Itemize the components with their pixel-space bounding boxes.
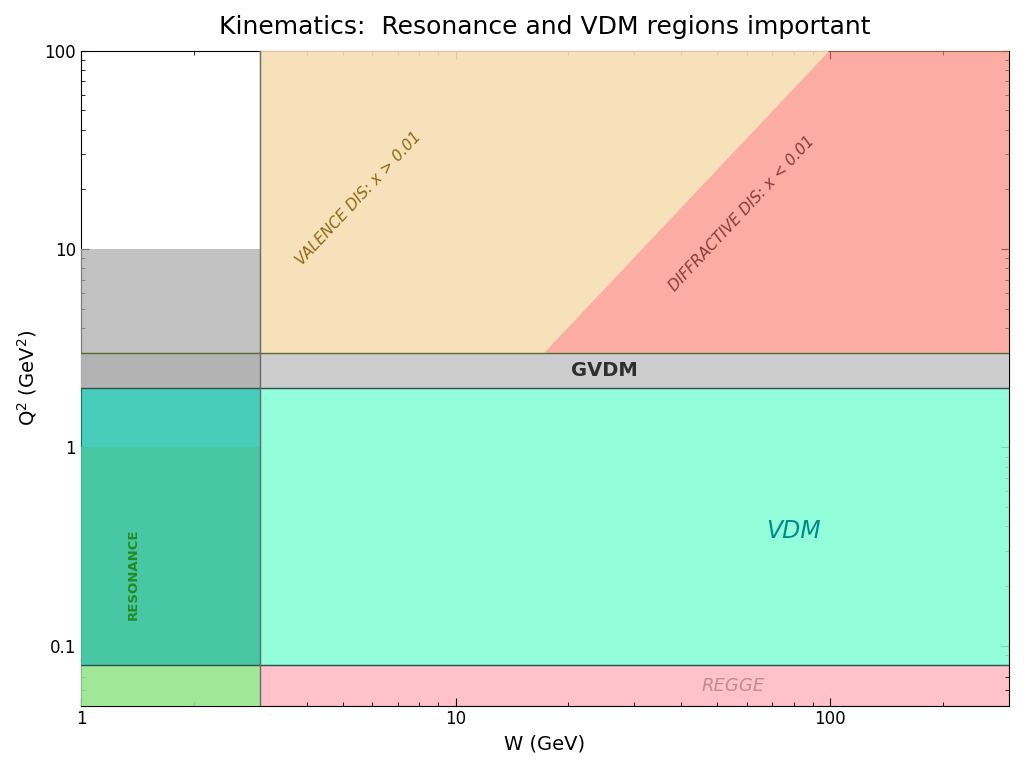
Text: GVDM: GVDM xyxy=(571,361,638,379)
Title: Kinematics:  Resonance and VDM regions important: Kinematics: Resonance and VDM regions im… xyxy=(219,15,870,39)
Text: VALENCE DIS: x > 0.01: VALENCE DIS: x > 0.01 xyxy=(293,129,424,268)
Polygon shape xyxy=(544,51,1009,353)
Y-axis label: Q$^2$ (GeV$^2$): Q$^2$ (GeV$^2$) xyxy=(15,330,39,426)
Bar xyxy=(81,249,260,388)
Text: VDM: VDM xyxy=(767,519,821,543)
Polygon shape xyxy=(260,51,1009,353)
Bar xyxy=(81,388,260,665)
Text: REGGE: REGGE xyxy=(701,677,765,695)
Bar xyxy=(81,448,260,706)
Text: RESONANCE: RESONANCE xyxy=(127,528,140,620)
Bar xyxy=(81,353,1009,388)
X-axis label: W (GeV): W (GeV) xyxy=(505,734,586,753)
Text: DIFFRACTIVE DIS: x < 0.01: DIFFRACTIVE DIS: x < 0.01 xyxy=(666,134,817,294)
Bar xyxy=(81,388,1009,665)
Bar xyxy=(81,665,1009,706)
